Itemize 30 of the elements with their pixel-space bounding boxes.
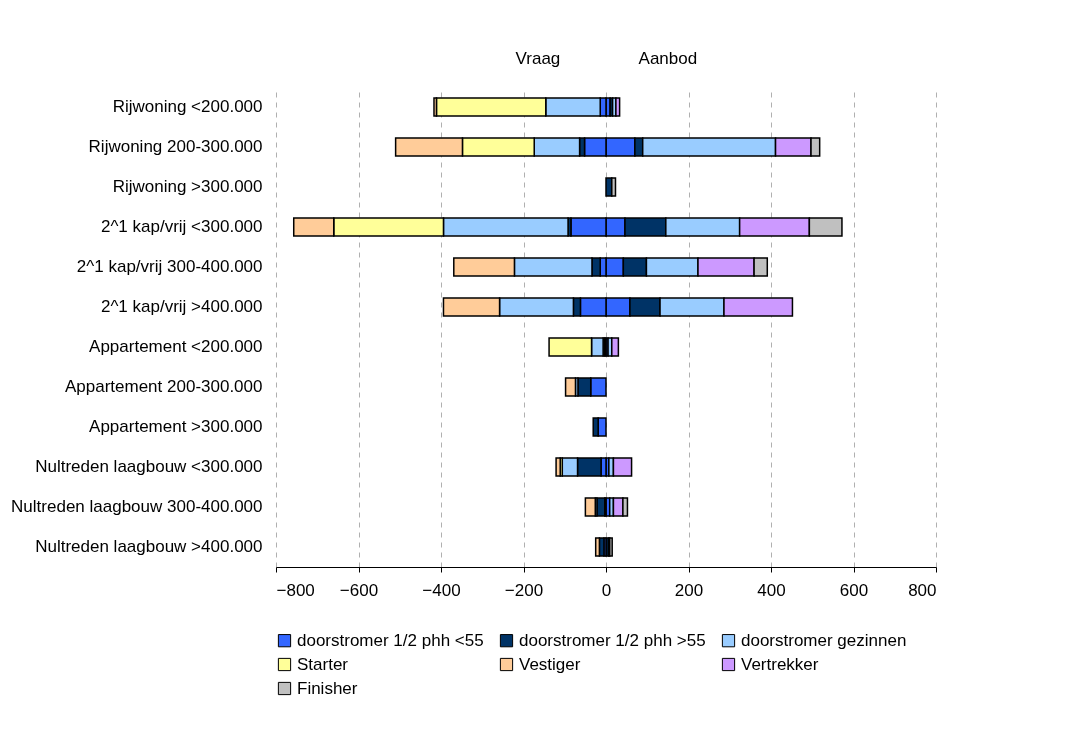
y-tick-label: Nultreden laagbouw >400.000 <box>35 537 263 556</box>
x-tick-label: −400 <box>422 580 461 600</box>
legend-label: doorstromer 1/2 phh >55 <box>519 630 706 650</box>
y-tick-label: Appartement <200.000 <box>89 337 263 356</box>
legend-label: Finisher <box>297 678 358 698</box>
y-tick-label: Rijwoning <200.000 <box>112 97 263 116</box>
y-tick-label: Nultreden laagbouw 300-400.000 <box>11 497 263 516</box>
x-tick-label: 400 <box>757 580 786 600</box>
x-tick-label: 600 <box>839 580 869 600</box>
y-tick-label: Rijwoning 200-300.000 <box>88 137 263 156</box>
text: Aanbod <box>638 49 698 68</box>
y-tick-label: 2^1 kap/vrij <300.000 <box>100 217 263 236</box>
y-tick-label: Appartement >300.000 <box>89 417 263 436</box>
legend-label: Starter <box>297 654 349 674</box>
x-tick-label: 800 <box>908 580 937 600</box>
legend-label: Vestiger <box>519 654 581 674</box>
x-tick-label: −600 <box>339 580 379 600</box>
legend-label: Vertrekker <box>741 654 819 674</box>
x-tick-label: −200 <box>504 580 544 600</box>
x-tick-label: 200 <box>674 580 704 600</box>
legend-label: doorstromer gezinnen <box>741 630 907 650</box>
text: Vraag <box>515 49 561 68</box>
x-tick-label: 0 <box>601 580 612 600</box>
y-tick-label: Appartement 200-300.000 <box>64 377 263 396</box>
legend-label: doorstromer 1/2 phh <55 <box>297 630 484 650</box>
x-tick-label: −800 <box>276 580 315 600</box>
y-tick-label: 2^1 kap/vrij 300-400.000 <box>76 257 263 276</box>
y-tick-label: Rijwoning >300.000 <box>112 177 263 196</box>
y-tick-label: 2^1 kap/vrij >400.000 <box>100 297 263 316</box>
y-tick-label: Nultreden laagbouw <300.000 <box>35 457 263 476</box>
